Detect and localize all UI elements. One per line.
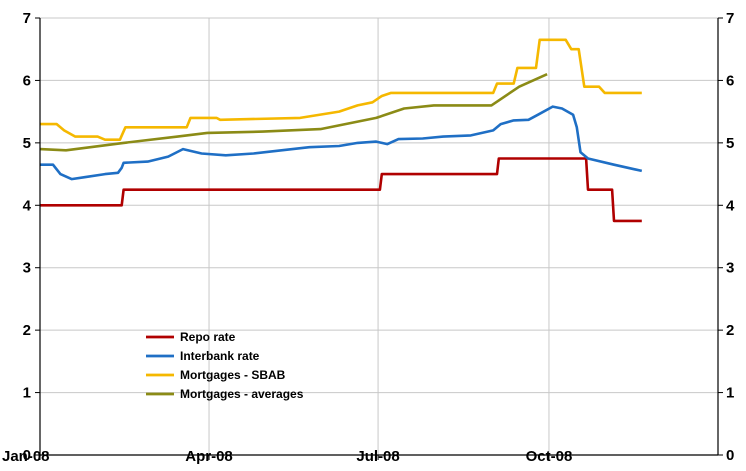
legend-label-interbank-rate: Interbank rate bbox=[180, 349, 260, 363]
x-tick-label: Apr-08 bbox=[185, 448, 233, 465]
y-left-tick-label: 6 bbox=[23, 72, 31, 89]
y-right-tick-label: 3 bbox=[726, 260, 734, 277]
y-left-tick-label: 0 bbox=[23, 447, 31, 464]
y-right-tick-label: 1 bbox=[726, 385, 734, 402]
legend: Repo rate Interbank rate Mortgages - SBAB M… bbox=[146, 330, 304, 401]
x-tick-label: Jul-08 bbox=[356, 448, 399, 465]
y-right-tick-label: 7 bbox=[726, 10, 734, 27]
series-line-interbank-rate bbox=[40, 105, 643, 181]
legend-label-repo-rate: Repo rate bbox=[180, 330, 236, 344]
y-left-tick-label: 7 bbox=[23, 10, 31, 27]
legend-label-mortgages-sbab: Mortgages - SBAB bbox=[180, 368, 286, 382]
series-lines bbox=[39, 38, 643, 223]
y-right-tick-label: 0 bbox=[726, 447, 734, 464]
y-left-tick-label: 3 bbox=[23, 260, 31, 277]
y-left-tick-label: 5 bbox=[23, 135, 31, 152]
x-tick-label: Jan-08 bbox=[2, 448, 50, 465]
x-tick-label: Oct-08 bbox=[526, 448, 573, 465]
y-right-tick-label: 4 bbox=[726, 197, 735, 214]
tick-labels: 0 0 1 1 2 2 3 3 4 4 5 5 6 6 7 7 Jan-08 Apr-08 Jul-08 Oct-08 bbox=[2, 10, 735, 465]
y-left-tick-label: 4 bbox=[23, 197, 32, 214]
series-line-mortgages-sbab bbox=[40, 38, 642, 141]
y-left-tick-label: 2 bbox=[23, 322, 31, 339]
y-right-tick-label: 5 bbox=[726, 135, 734, 152]
gridlines bbox=[40, 17, 718, 455]
y-right-tick-label: 2 bbox=[726, 322, 734, 339]
legend-label-mortgages-averages: Mortgages - averages bbox=[180, 387, 304, 401]
y-right-tick-label: 6 bbox=[726, 72, 734, 89]
series-line-mortgages-averages bbox=[39, 73, 548, 152]
y-left-tick-label: 1 bbox=[23, 385, 31, 402]
axes bbox=[35, 17, 723, 460]
series-line-repo-rate bbox=[40, 157, 642, 223]
